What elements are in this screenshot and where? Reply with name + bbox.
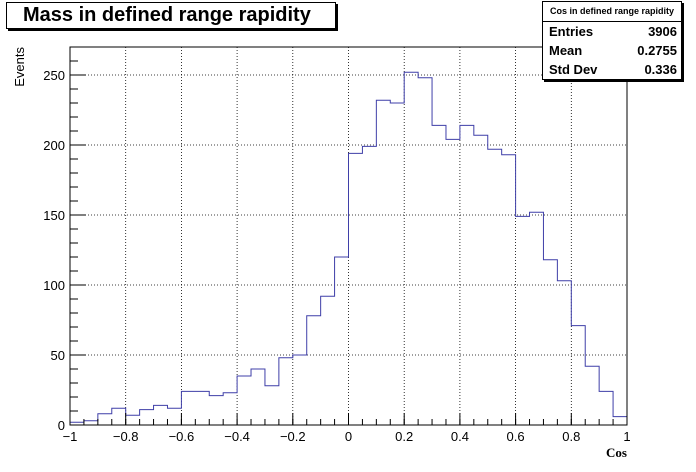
- stats-row-mean: Mean 0.2755: [543, 41, 681, 60]
- y-axis-title: Events: [12, 47, 27, 87]
- x-tick-labels: −1 −0.8 −0.6 −0.4 −0.2 0 0.2 0.4 0.6 0.8 1: [63, 429, 631, 444]
- x-tick-label: 0.2: [395, 429, 413, 444]
- stats-value: 3906: [648, 24, 677, 39]
- stats-box: Cos in defined range rapidity Entries 39…: [542, 1, 682, 80]
- histogram-series-line: [69, 71, 628, 425]
- stats-value: 0.2755: [637, 43, 677, 58]
- x-tick-label: 0.6: [507, 429, 525, 444]
- chart-title-box: Mass in defined range rapidity: [6, 2, 336, 29]
- x-tick-label: 1: [623, 429, 630, 444]
- stats-row-entries: Entries 3906: [543, 22, 681, 41]
- x-tick-label: −1: [63, 429, 78, 444]
- axis-ticks: [69, 46, 628, 426]
- y-tick-label: 50: [51, 348, 65, 363]
- stats-value: 0.336: [644, 62, 677, 77]
- stats-label: Entries: [549, 24, 594, 39]
- y-tick-label: 250: [43, 68, 65, 83]
- x-tick-label: 0: [345, 429, 352, 444]
- stats-row-stddev: Std Dev 0.336: [543, 60, 681, 79]
- stats-title: Cos in defined range rapidity: [543, 2, 681, 22]
- y-tick-label: 100: [43, 278, 65, 293]
- stats-label: Mean: [549, 43, 583, 58]
- y-tick-labels: 0 50 100 150 200 250: [43, 68, 65, 433]
- x-tick-label: −0.8: [113, 429, 139, 444]
- x-axis-title: Cos: [606, 445, 627, 460]
- x-tick-label: −0.6: [169, 429, 195, 444]
- x-tick-label: −0.4: [224, 429, 250, 444]
- stats-label: Std Dev: [549, 62, 598, 77]
- chart-title: Mass in defined range rapidity: [23, 4, 311, 26]
- y-tick-label: 150: [43, 208, 65, 223]
- y-tick-label: 0: [58, 418, 65, 433]
- y-tick-label: 200: [43, 138, 65, 153]
- x-tick-label: 0.8: [562, 429, 580, 444]
- x-tick-label: 0.4: [451, 429, 469, 444]
- x-tick-label: −0.2: [280, 429, 306, 444]
